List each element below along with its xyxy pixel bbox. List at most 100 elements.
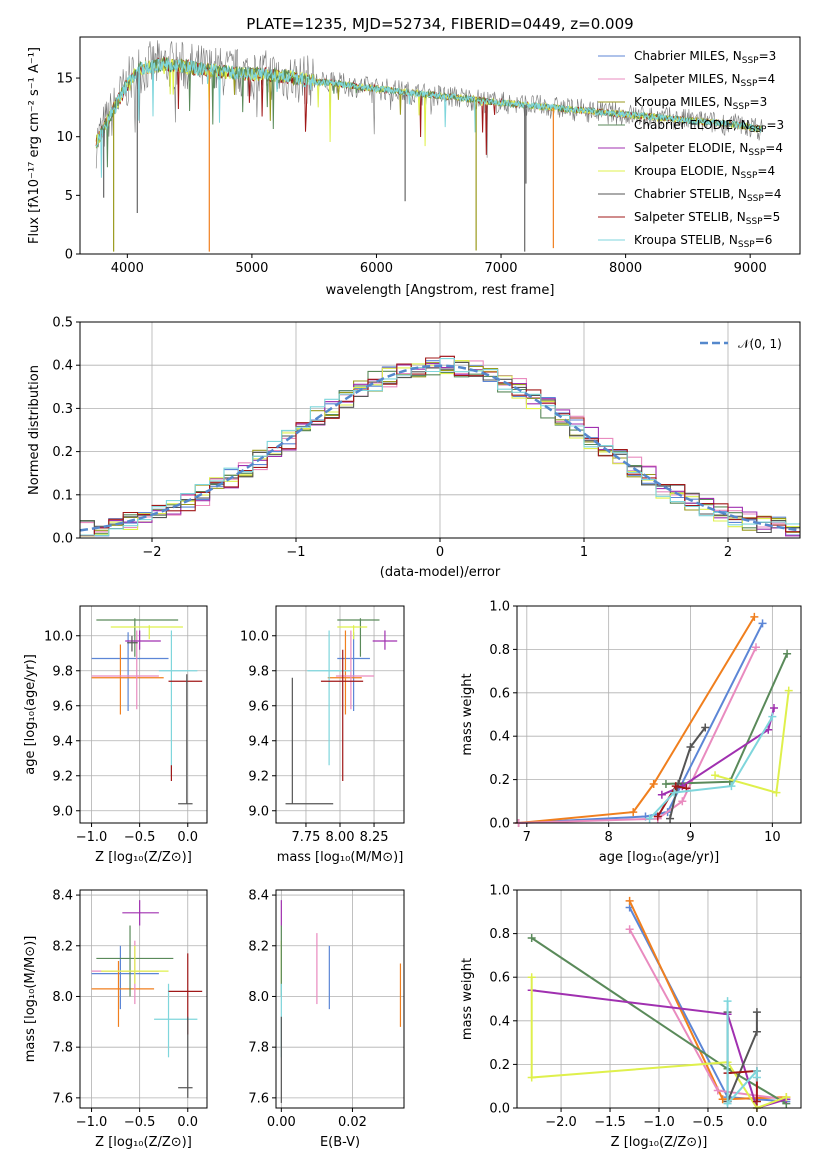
y-tick-label: 0.4	[489, 730, 510, 745]
series-line	[669, 726, 706, 819]
y-tick-label: 0.3	[52, 402, 73, 417]
x-tick-label: 7000	[484, 261, 517, 276]
residual-histogram-panel: −2 −1 0 1 2 0.0 0.1 0.2 0.3 0.4 0.5 (data-model)/er…	[27, 316, 801, 580]
y-tick-label: 9.4	[248, 734, 269, 749]
y-tick-label: 5	[65, 189, 73, 204]
age-vs-Z-panel: −1.0 −0.5 0.0 9.0 9.2 9.4 9.6 9.8 10.0 Z [log₁₀(Z…	[23, 605, 208, 865]
legend-label: Kroupa STELIB, NSSP=6	[634, 233, 772, 250]
y-tick-label: 10.0	[240, 629, 269, 644]
series-line	[518, 616, 756, 824]
series-marker	[527, 933, 536, 942]
series-marker	[723, 1099, 732, 1108]
series-marker	[649, 779, 658, 788]
series-marker	[758, 619, 767, 628]
y-tick-label: 8.4	[52, 889, 73, 904]
x-tick-label: 0.02	[338, 1115, 367, 1130]
series-marker	[723, 997, 732, 1006]
series-marker	[527, 973, 536, 982]
x-axis-label: Z [log₁₀(Z/Z⊙)]	[611, 1135, 708, 1150]
x-tick-label: 10	[764, 830, 781, 845]
legend-label: Chabrier ELODIE, NSSP=3	[634, 118, 784, 135]
series-marker	[629, 808, 638, 817]
y-tick-label: 1.0	[489, 600, 510, 615]
y-tick-label: 9.0	[52, 804, 73, 819]
legend-label: Kroupa MILES, NSSP=3	[634, 95, 767, 112]
x-tick-label: −1.0	[76, 1115, 108, 1130]
x-axis-label: wavelength [Angstrom, rest frame]	[326, 283, 555, 298]
x-axis-label: (data-model)/error	[380, 565, 501, 580]
age-vs-mass-panel: 7.75 8.00 8.25 9.0 9.2 9.4 9.6 9.8 10.0 mass [log…	[240, 605, 405, 865]
axes-frame	[275, 889, 405, 1109]
x-tick-label: −1	[286, 545, 305, 560]
y-tick-label: 7.8	[248, 1041, 269, 1056]
x-tick-label: −2	[142, 545, 161, 560]
y-tick-label: 0.1	[52, 488, 73, 503]
x-tick-label: 8.00	[326, 830, 355, 845]
series-marker	[783, 649, 792, 658]
series-marker	[784, 686, 793, 695]
y-tick-label: 8.0	[248, 990, 269, 1005]
y-tick-label: 0.2	[489, 1058, 510, 1073]
series-marker	[645, 814, 654, 823]
y-tick-label: 0.8	[489, 643, 510, 658]
x-tick-label: 6000	[360, 261, 393, 276]
series-marker	[727, 782, 736, 791]
x-tick-label: −0.5	[124, 830, 156, 845]
series-line	[518, 622, 764, 824]
series-marker	[752, 1027, 761, 1036]
spectrum-panel: 4000 5000 6000 7000 8000 9000 0 5 10 15 wavelength…	[27, 36, 801, 298]
axes-frame	[79, 605, 208, 824]
series-marker	[678, 797, 687, 806]
y-tick-label: 9.6	[52, 699, 73, 714]
series-marker	[750, 612, 759, 621]
legend-label: Chabrier STELIB, NSSP=4	[634, 187, 782, 204]
x-tick-label: −1.5	[594, 1115, 626, 1130]
spectrum-title: PLATE=1235, MJD=52734, FIBERID=0449, z=0…	[246, 15, 633, 33]
series-marker	[752, 1073, 761, 1082]
y-tick-label: 9.2	[248, 769, 269, 784]
series-line	[648, 716, 774, 820]
series-marker	[666, 814, 675, 823]
series-marker	[701, 723, 710, 732]
y-tick-label: 8.0	[52, 990, 73, 1005]
y-tick-label: 8.4	[248, 889, 269, 904]
x-tick-label: 4000	[111, 261, 144, 276]
y-tick-label: 0.6	[489, 971, 510, 986]
x-axis-label: Z [log₁₀(Z/Z⊙)]	[95, 1135, 192, 1150]
y-tick-label: 10.0	[44, 629, 73, 644]
y-tick-label: 0.5	[52, 316, 73, 331]
series-marker	[768, 712, 777, 721]
axes-frame	[79, 889, 208, 1109]
series-line	[518, 646, 757, 824]
x-tick-label: 8.25	[360, 830, 389, 845]
y-tick-label: 10	[56, 130, 73, 145]
x-axis-label: age [log₁₀(age/yr)]	[599, 850, 720, 865]
y-tick-label: 0.4	[52, 359, 73, 374]
series-marker	[527, 1073, 536, 1082]
series-marker	[769, 703, 778, 712]
legend-label: Chabrier MILES, NSSP=3	[634, 49, 776, 66]
y-tick-label: 0	[65, 248, 73, 263]
x-tick-label: −2.0	[545, 1115, 577, 1130]
y-tick-label: 7.6	[52, 1091, 73, 1106]
spectrum-model-line	[95, 56, 763, 168]
y-tick-label: 9.6	[248, 699, 269, 714]
series-marker	[671, 782, 680, 791]
x-tick-label: 7.75	[291, 830, 320, 845]
x-tick-label: 2	[724, 545, 732, 560]
mass-weight-vs-Z-panel: −2.0 −1.5 −1.0 −0.5 0.0 0.0 0.2 0.4 0.6 0.8 1.0 Z […	[460, 884, 802, 1150]
series-marker	[752, 1097, 761, 1106]
y-tick-label: 0.0	[489, 817, 510, 832]
y-axis-label: mass weight	[460, 958, 475, 1040]
y-tick-label: 9.4	[52, 734, 73, 749]
series-marker	[625, 896, 634, 905]
y-axis-label: age [log₁₀(age/yr)]	[23, 654, 38, 775]
y-tick-label: 9.8	[52, 664, 73, 679]
series-marker	[657, 790, 666, 799]
series-marker	[718, 1095, 727, 1104]
series-marker	[670, 788, 679, 797]
x-tick-label: 8	[605, 830, 613, 845]
x-tick-label: 0.0	[747, 1115, 768, 1130]
axes-frame	[516, 605, 802, 824]
x-tick-label: 7	[523, 830, 531, 845]
